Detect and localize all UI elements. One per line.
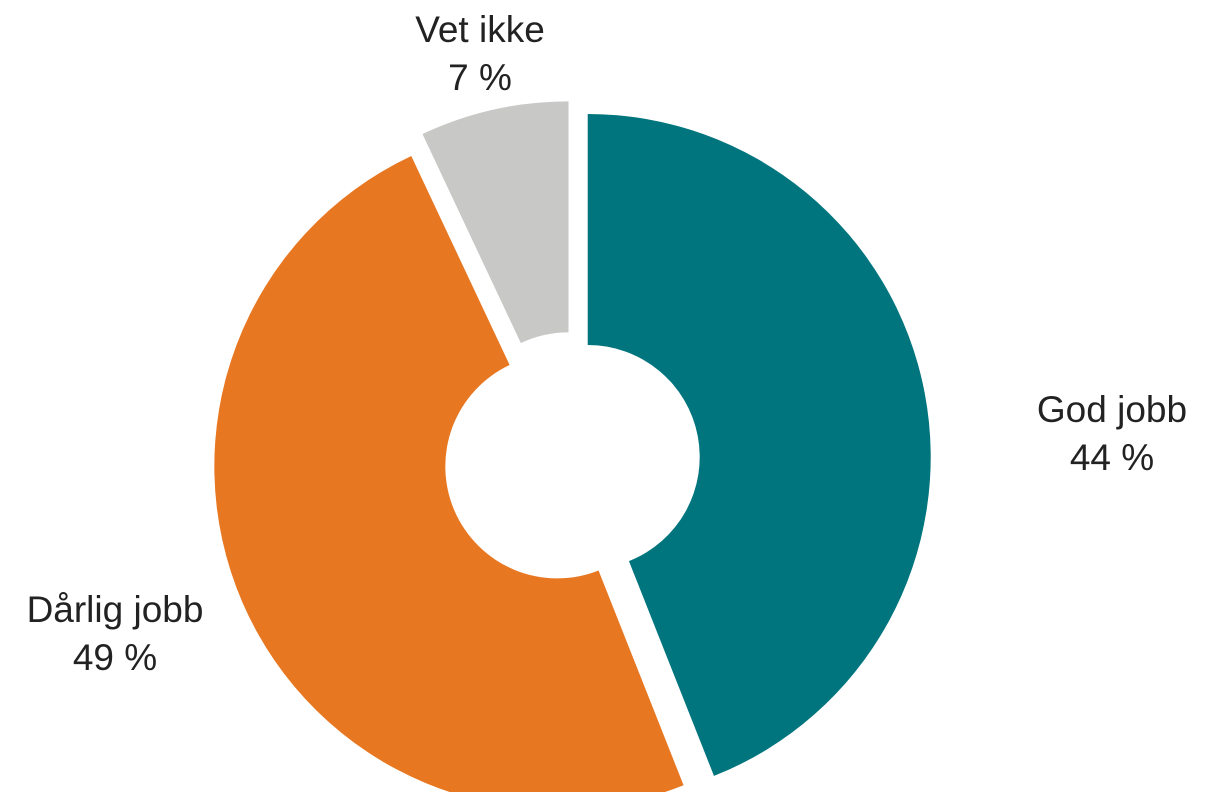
slice-god-jobb: [587, 114, 931, 776]
slice-label: Vet ikke: [415, 9, 545, 50]
slice-vet-ikke: [422, 101, 569, 344]
slice-d-rlig-jobb: [214, 155, 684, 792]
slice-value-label: 49 %: [73, 637, 157, 678]
slice-label: God jobb: [1037, 389, 1187, 430]
slices-layer: [214, 101, 931, 792]
slice-value-label: 44 %: [1070, 437, 1154, 478]
labels-layer: God jobb 44 % Dårlig jobb 49 % Vet ikke 7 %: [27, 9, 1188, 678]
slice-label: Dårlig jobb: [27, 589, 204, 630]
slice-value-label: 7 %: [448, 57, 512, 98]
